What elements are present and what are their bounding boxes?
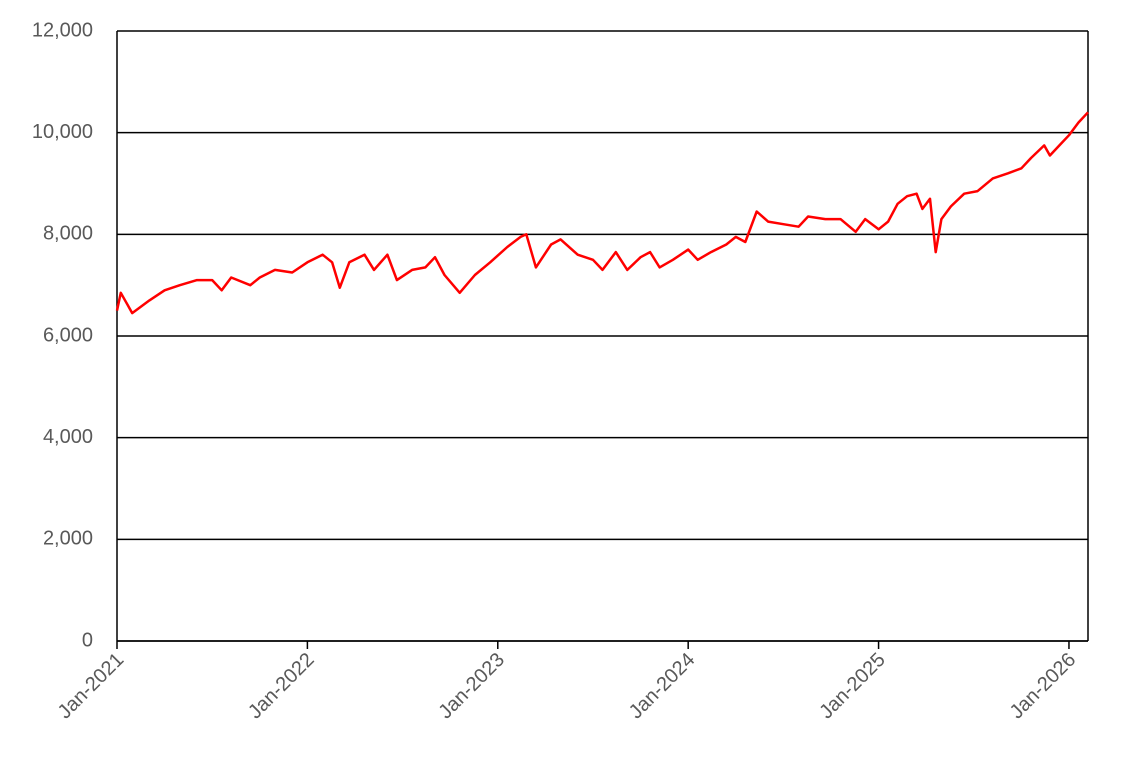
y-tick-label: 0 (82, 629, 93, 651)
y-tick-label: 6,000 (43, 324, 93, 346)
y-tick-label: 10,000 (32, 121, 93, 143)
x-tick-label: Jan-2022 (244, 649, 319, 724)
x-tick-label: Jan-2024 (625, 649, 700, 724)
x-tick-label: Jan-2026 (1006, 649, 1081, 724)
y-tick-label: 8,000 (43, 223, 93, 245)
y-tick-label: 4,000 (43, 426, 93, 448)
y-tick-label: 12,000 (32, 19, 93, 41)
y-tick-label: 2,000 (43, 528, 93, 550)
x-tick-label: Jan-2021 (54, 649, 129, 724)
x-tick-label: Jan-2025 (815, 649, 890, 724)
data-line (115, 111, 1089, 315)
x-tick-label: Jan-2023 (435, 649, 510, 724)
